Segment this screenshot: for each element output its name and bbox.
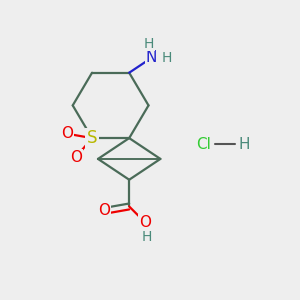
Text: N: N [146, 50, 157, 65]
Text: O: O [70, 150, 82, 165]
Text: O: O [61, 126, 73, 141]
Text: Cl: Cl [196, 136, 211, 152]
Text: H: H [239, 136, 250, 152]
Text: O: O [98, 203, 110, 218]
Text: H: H [162, 51, 172, 65]
Text: O: O [140, 215, 152, 230]
Text: H: H [144, 37, 154, 51]
Text: H: H [142, 230, 152, 244]
Text: S: S [87, 129, 97, 147]
